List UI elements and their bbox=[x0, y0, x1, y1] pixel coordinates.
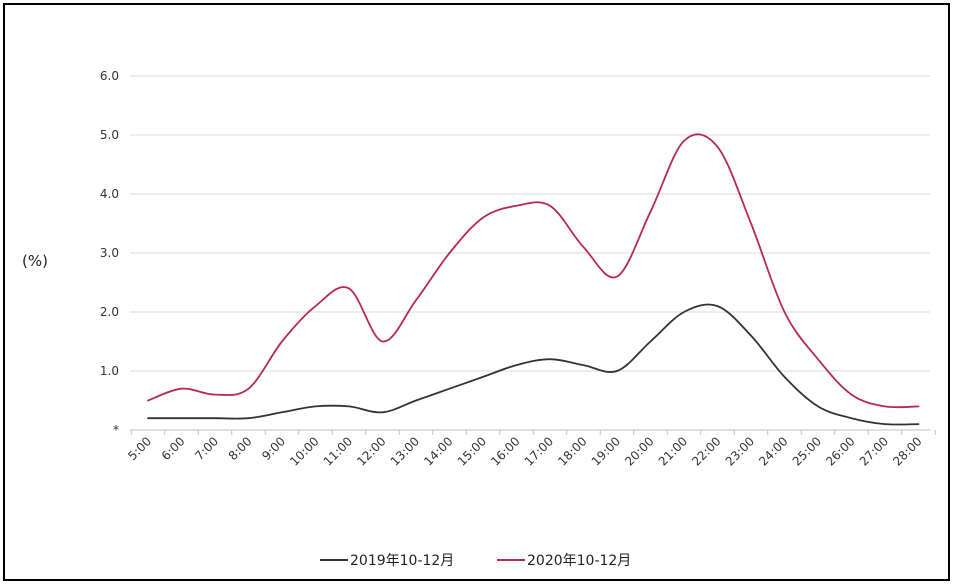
x-tick-label: 13:00 bbox=[388, 434, 422, 468]
y-tick-label: 6.0 bbox=[100, 69, 119, 83]
y-tick-label: 1.0 bbox=[100, 364, 119, 378]
series-lines bbox=[147, 133, 920, 426]
x-tick-label: 25:00 bbox=[790, 434, 824, 468]
y-axis-label: (%) bbox=[22, 252, 48, 270]
x-tick-label: 24:00 bbox=[756, 434, 790, 468]
y-axis-ticks: * 1.0 2.0 3.0 4.0 5.0 6.0 bbox=[100, 69, 119, 437]
x-tick-label: 23:00 bbox=[723, 434, 757, 468]
x-tick-label: 21:00 bbox=[656, 434, 690, 468]
legend-label-2: 2020年10-12月 bbox=[527, 553, 631, 569]
x-tick-label: 28:00 bbox=[890, 434, 924, 468]
x-tick-label: 26:00 bbox=[823, 434, 857, 468]
y-tick-label: 2.0 bbox=[100, 305, 119, 319]
x-tick-label: 11:00 bbox=[321, 434, 355, 468]
y-tick-label: 5.0 bbox=[100, 128, 119, 142]
x-tick-label: 22:00 bbox=[689, 434, 723, 468]
series-line-2 bbox=[147, 133, 920, 409]
x-tick-label: 7:00 bbox=[192, 434, 221, 463]
x-tick-label: 14:00 bbox=[421, 434, 455, 468]
x-tick-label: 16:00 bbox=[488, 434, 522, 468]
x-tick-label: 10:00 bbox=[287, 434, 321, 468]
y-tick-label: * bbox=[113, 423, 119, 437]
legend: 2019年10-12月 2020年10-12月 bbox=[320, 553, 631, 569]
x-tick-label: 12:00 bbox=[354, 434, 388, 468]
x-tick-label: 8:00 bbox=[226, 434, 255, 463]
chart-frame bbox=[3, 3, 950, 581]
x-axis-ticks: 5:00 6:00 7:00 8:00 9:00 10:00 11:00 12:00 13:00… bbox=[125, 434, 924, 468]
series-line-1 bbox=[147, 303, 920, 426]
y-tick-label: 3.0 bbox=[100, 246, 119, 260]
legend-label-1: 2019年10-12月 bbox=[350, 553, 454, 569]
y-tick-label: 4.0 bbox=[100, 187, 119, 201]
x-tick-label: 27:00 bbox=[857, 434, 891, 468]
x-tick-label: 6:00 bbox=[159, 434, 188, 463]
x-tick-label: 17:00 bbox=[522, 434, 556, 468]
gridlines bbox=[130, 75, 930, 372]
x-axis bbox=[130, 429, 936, 435]
x-tick-label: 9:00 bbox=[259, 434, 288, 463]
x-tick-label: 20:00 bbox=[622, 434, 656, 468]
x-tick-label: 5:00 bbox=[125, 434, 154, 463]
x-tick-label: 19:00 bbox=[589, 434, 623, 468]
x-tick-label: 15:00 bbox=[455, 434, 489, 468]
x-tick-label: 18:00 bbox=[555, 434, 589, 468]
